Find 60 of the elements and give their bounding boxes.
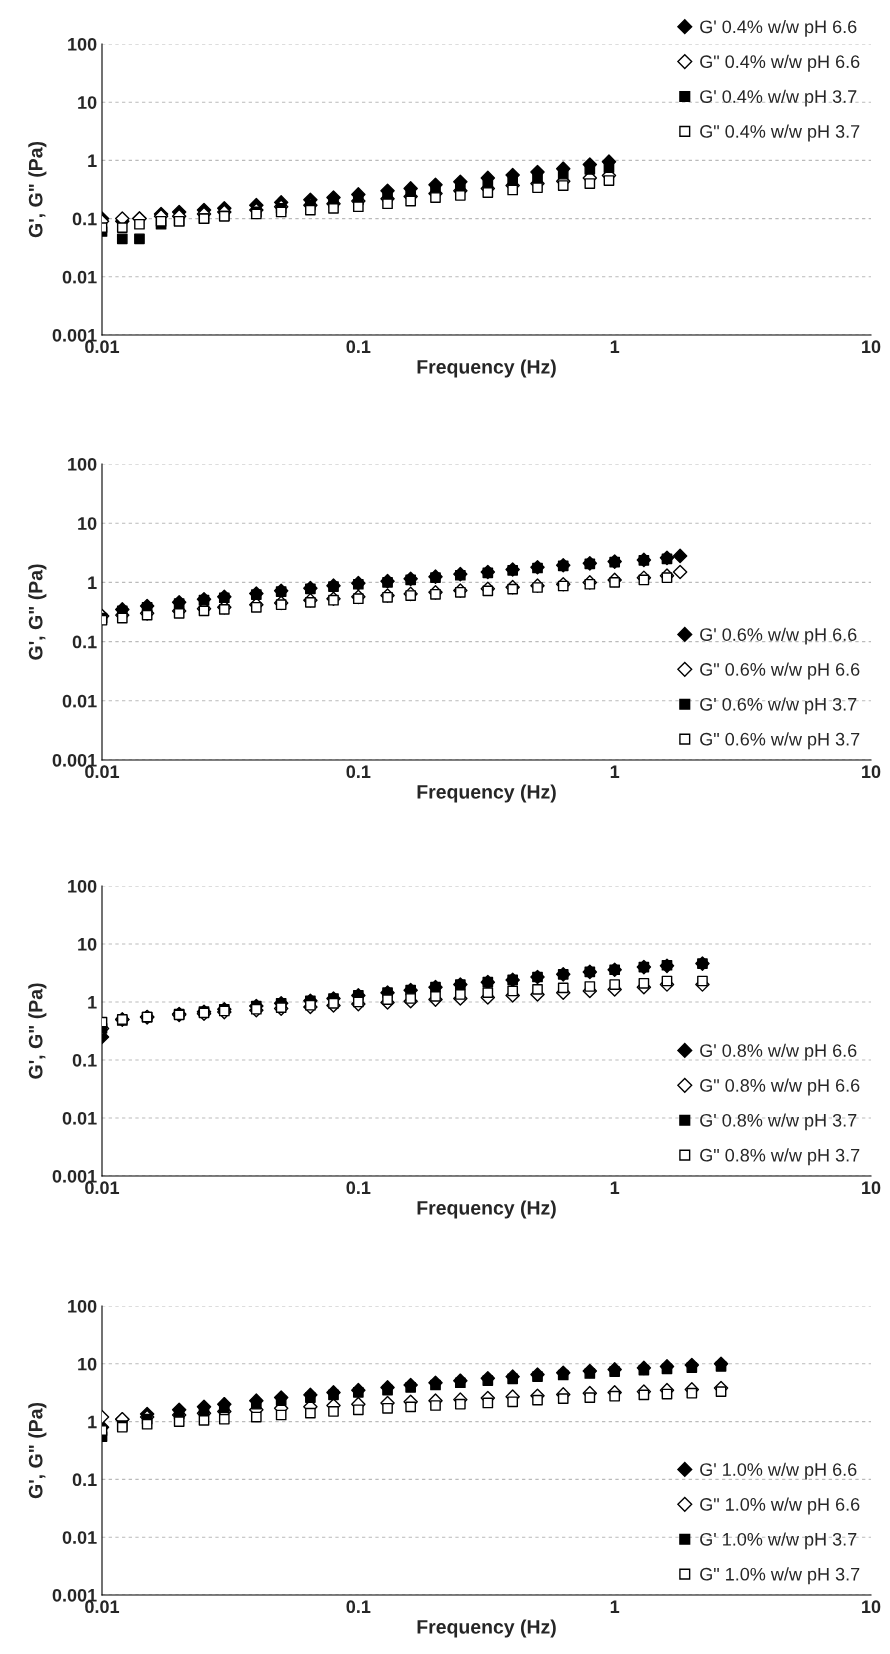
x-axis-title: Frequency (Hz) xyxy=(417,1200,556,1219)
y-tick-label: 0.001 xyxy=(52,1169,97,1183)
x-tick-label: 1 xyxy=(610,1181,620,1194)
y-tick-label: 0.001 xyxy=(52,1588,97,1602)
legend-label: G" 1.0% w/w pH 6.6 xyxy=(700,1497,860,1515)
x-axis-title: Frequency (Hz) xyxy=(417,359,556,378)
legend-label: G" 0.4% w/w pH 3.7 xyxy=(700,124,860,142)
x-axis-title: Frequency (Hz) xyxy=(417,784,556,803)
y-tick-label: 1 xyxy=(88,576,97,589)
y-tick-label: 100 xyxy=(68,37,97,51)
x-tick-label: 1 xyxy=(610,1600,620,1613)
y-tick-label: 1 xyxy=(88,154,97,167)
x-tick-label: 0.1 xyxy=(346,340,371,354)
y-tick-label: 1 xyxy=(88,996,97,1009)
legend-label: G' 1.0% w/w pH 6.6 xyxy=(700,1462,857,1480)
y-axis-title: G', G" (Pa) xyxy=(28,141,47,238)
y-axis-title: G', G" (Pa) xyxy=(28,983,47,1079)
y-tick-label: 100 xyxy=(68,457,97,471)
y-tick-label: 0.1 xyxy=(72,1473,97,1487)
x-tick-label: 1 xyxy=(610,340,620,353)
x-tick-label: 0.1 xyxy=(346,1181,371,1195)
y-tick-label: 0.01 xyxy=(62,1111,97,1125)
y-tick-label: 10 xyxy=(78,1357,97,1371)
legend-label: G" 0.8% w/w pH 6.6 xyxy=(700,1078,860,1096)
y-tick-label: 0.01 xyxy=(62,694,97,708)
y-tick-label: 0.1 xyxy=(72,212,97,226)
legend-label: G" 0.8% w/w pH 3.7 xyxy=(700,1148,860,1166)
legend-label: G' 0.8% w/w pH 3.7 xyxy=(700,1113,857,1131)
legend-label: G' 0.4% w/w pH 6.6 xyxy=(700,19,857,37)
y-tick-label: 10 xyxy=(78,96,97,109)
y-tick-label: 100 xyxy=(68,1299,97,1313)
y-tick-label: 10 xyxy=(78,517,97,530)
x-tick-label: 10 xyxy=(862,1600,881,1614)
legend-label: G" 1.0% w/w pH 3.7 xyxy=(700,1567,860,1585)
y-tick-label: 10 xyxy=(78,937,97,951)
legend-label: G' 0.8% w/w pH 6.6 xyxy=(700,1043,857,1061)
legend-label: G" 0.6% w/w pH 6.6 xyxy=(700,662,860,680)
legend-label: G' 1.0% w/w pH 3.7 xyxy=(700,1532,857,1550)
x-tick-label: 10 xyxy=(862,340,881,354)
legend-label: G' 0.4% w/w pH 3.7 xyxy=(700,89,857,107)
y-tick-label: 0.1 xyxy=(72,635,97,649)
y-tick-label: 0.01 xyxy=(62,1531,97,1544)
y-axis-title: G', G" (Pa) xyxy=(28,564,47,660)
y-tick-label: 0.001 xyxy=(52,328,97,342)
x-tick-label: 10 xyxy=(862,765,881,779)
y-tick-label: 0.01 xyxy=(62,270,97,284)
legend-label: G' 0.6% w/w pH 3.7 xyxy=(700,697,857,715)
y-tick-label: 100 xyxy=(68,879,97,893)
y-tick-label: 0.001 xyxy=(52,753,97,767)
x-tick-label: 0.1 xyxy=(346,1600,371,1614)
legend-label: G" 0.4% w/w pH 6.6 xyxy=(700,54,860,72)
y-axis-title: G', G" (Pa) xyxy=(28,1402,47,1499)
x-tick-label: 10 xyxy=(862,1181,881,1195)
x-axis-title: Frequency (Hz) xyxy=(417,1619,556,1638)
y-tick-label: 1 xyxy=(88,1415,97,1429)
x-tick-label: 0.1 xyxy=(346,765,371,779)
y-tick-label: 0.1 xyxy=(72,1053,97,1067)
x-tick-label: 1 xyxy=(610,765,620,778)
legend-label: G" 0.6% w/w pH 3.7 xyxy=(700,732,860,750)
legend-label: G' 0.6% w/w pH 6.6 xyxy=(700,627,857,645)
